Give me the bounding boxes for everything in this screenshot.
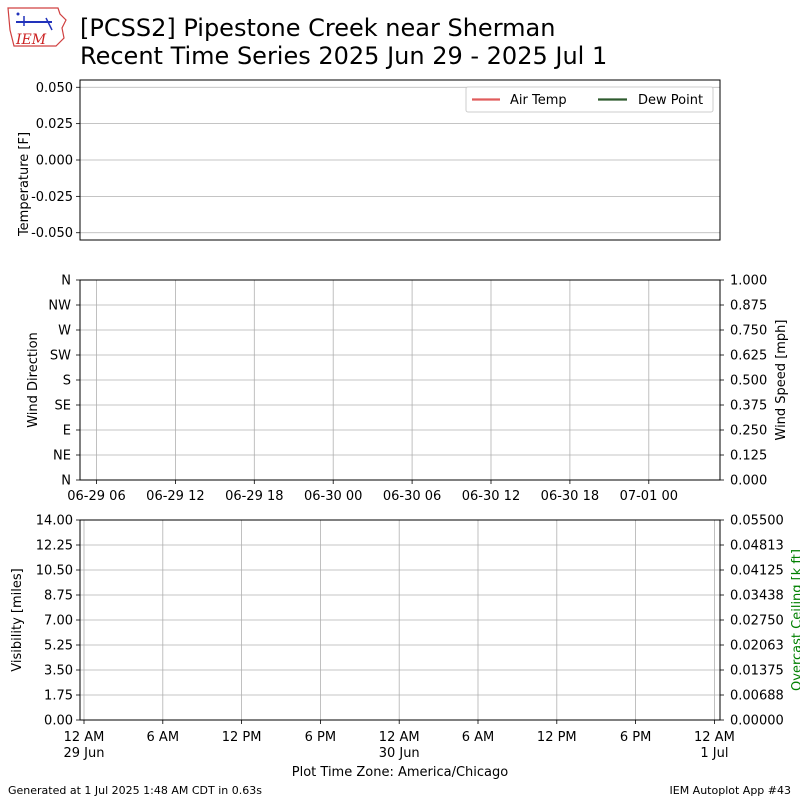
- wind-speed-ytick-label: 0.750: [730, 324, 767, 339]
- visibility-ytick-label: 8.75: [44, 589, 73, 604]
- ceiling-ytick-label: 0.00688: [730, 689, 784, 704]
- visibility-ytick-label: 7.00: [44, 614, 73, 629]
- ceiling-ylabel: Overcast Ceiling [k ft]: [790, 549, 800, 691]
- wind-speed-ytick-label: 0.625: [730, 349, 767, 364]
- ceiling-ytick-label: 0.00000: [730, 714, 784, 729]
- visibility-ylabel: Visibility [miles]: [10, 568, 25, 671]
- wind-direction-ytick-label: SE: [55, 399, 71, 414]
- temperature-ytick-label: 0.050: [36, 81, 73, 96]
- visibility-ytick-label: 5.25: [44, 639, 73, 654]
- wind-speed-ytick-label: 0.375: [730, 399, 767, 414]
- temperature-ytick-label: -0.025: [31, 190, 73, 205]
- wind-speed-ytick-label: 0.875: [730, 299, 767, 314]
- visibility-xtick-label: 12 AM: [694, 730, 735, 745]
- visibility-xlabel: Plot Time Zone: America/Chicago: [292, 765, 508, 780]
- wind-speed-ytick-label: 1.000: [730, 274, 767, 289]
- wind-xtick-label: 06-30 06: [383, 489, 441, 504]
- ceiling-ytick-label: 0.04125: [730, 564, 784, 579]
- wind-speed-ytick-label: 0.125: [730, 449, 767, 464]
- visibility-panel: 0.00 0.00000 1.75 0.00688 3.50 0.01375 5.25 0.0…: [10, 514, 800, 781]
- visibility-ytick-label: 14.00: [36, 514, 73, 529]
- ceiling-ytick-label: 0.01375: [730, 664, 784, 679]
- visibility-ytick-label: 12.25: [36, 539, 73, 554]
- visibility-xtick-label: 12 PM: [537, 730, 577, 745]
- ceiling-ytick-label: 0.03438: [730, 589, 784, 604]
- wind-speed-ylabel: Wind Speed [mph]: [774, 320, 789, 441]
- logo-text: IEM: [15, 32, 47, 48]
- visibility-xtick-date: 1 Jul: [700, 746, 728, 761]
- visibility-ytick-label: 1.75: [44, 689, 73, 704]
- ceiling-ytick-label: 0.05500: [730, 514, 784, 529]
- wind-speed-ytick-label: 0.500: [730, 374, 767, 389]
- app-footer: IEM Autoplot App #43: [669, 784, 792, 797]
- visibility-ytick-label: 3.50: [44, 664, 73, 679]
- temperature-ylabel: Temperature [F]: [17, 132, 32, 237]
- wind-direction-ylabel: Wind Direction: [26, 332, 41, 428]
- temperature-ytick-label: 0.000: [36, 154, 73, 169]
- wind-xtick-label: 07-01 00: [620, 489, 678, 504]
- visibility-xtick-date: 30 Jun: [379, 746, 420, 761]
- visibility-ytick-label: 10.50: [36, 564, 73, 579]
- wind-xtick-label: 06-29 12: [146, 489, 204, 504]
- visibility-ytick-label: 0.00: [44, 714, 73, 729]
- wind-direction-ytick-label: NE: [53, 449, 71, 464]
- wind-direction-ytick-label: N: [61, 274, 71, 289]
- visibility-xtick-date: 29 Jun: [64, 746, 105, 761]
- wind-direction-ytick-label: E: [63, 424, 71, 439]
- wind-direction-ytick-label: SW: [50, 349, 71, 364]
- chart-title-line2: Recent Time Series 2025 Jun 29 - 2025 Ju…: [80, 42, 608, 70]
- ceiling-ytick-label: 0.04813: [730, 539, 784, 554]
- visibility-xtick-label: 12 AM: [64, 730, 105, 745]
- visibility-xtick-label: 12 PM: [222, 730, 262, 745]
- visibility-xtick-label: 6 PM: [620, 730, 651, 745]
- visibility-xtick-label: 6 AM: [462, 730, 495, 745]
- chart-title: [PCSS2] Pipestone Creek near Sherman Rec…: [80, 14, 607, 70]
- temperature-ytick-label: 0.025: [36, 117, 73, 132]
- wind-direction-ytick-label: NW: [48, 299, 71, 314]
- legend-air-temp-label: Air Temp: [510, 93, 567, 108]
- visibility-xtick-label: 6 AM: [147, 730, 180, 745]
- wind-xtick-label: 06-30 12: [462, 489, 520, 504]
- wind-direction-ytick-label: W: [58, 324, 71, 339]
- wind-xtick-label: 06-30 00: [304, 489, 362, 504]
- iem-logo: IEM: [7, 7, 67, 48]
- temperature-ytick-label: -0.050: [31, 226, 73, 241]
- wind-xtick-label: 06-29 06: [67, 489, 125, 504]
- wind-speed-ytick-label: 0.250: [730, 424, 767, 439]
- generated-footer: Generated at 1 Jul 2025 1:48 AM CDT in 0…: [8, 784, 262, 797]
- temperature-panel: -0.050 -0.025 0.000 0.025 0.050 Temperature …: [17, 79, 721, 241]
- visibility-xtick-label: 12 AM: [379, 730, 420, 745]
- wind-direction-ytick-label: S: [63, 374, 71, 389]
- wind-panel: N 0.000 NE 0.125 E 0.250 SE 0.375 S 0.500 SW 0.625 W…: [26, 274, 789, 505]
- chart-title-line1: [PCSS2] Pipestone Creek near Sherman: [80, 14, 556, 42]
- wind-xtick-label: 06-30 18: [541, 489, 599, 504]
- ceiling-ytick-label: 0.02750: [730, 614, 784, 629]
- legend-dew-point-label: Dew Point: [638, 93, 703, 108]
- wind-direction-ytick-label: N: [61, 474, 71, 489]
- wind-speed-ytick-label: 0.000: [730, 474, 767, 489]
- legend: Air Temp Dew Point: [465, 86, 714, 113]
- wind-xtick-label: 06-29 18: [225, 489, 283, 504]
- visibility-xtick-label: 6 PM: [305, 730, 336, 745]
- ceiling-ytick-label: 0.02063: [730, 639, 784, 654]
